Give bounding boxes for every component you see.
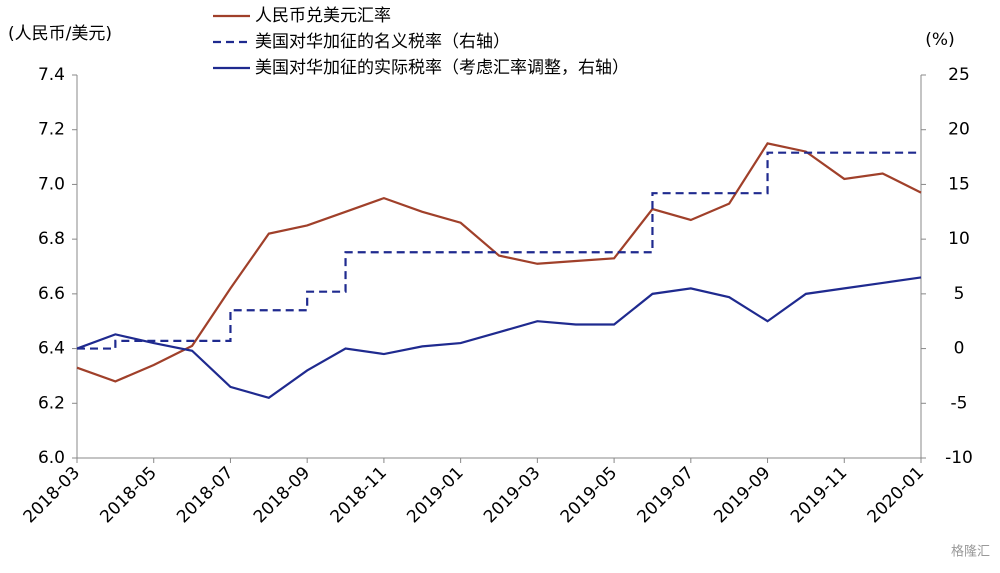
watermark: 格隆汇 [951, 544, 990, 560]
x-tick-label: 2018-05 [96, 463, 160, 527]
x-tick-label: 2020-01 [864, 463, 928, 527]
x-tick-label: 2019-01 [403, 463, 467, 527]
x-tick-label: 2019-07 [634, 463, 698, 527]
y2-tick-label: -5 [951, 393, 968, 413]
y-axis-label: (人民币/美元) [8, 24, 112, 44]
y-tick-label: 6.4 [38, 339, 65, 359]
legend-label: 美国对华加征的名义税率（右轴） [255, 32, 510, 52]
legend-label: 美国对华加征的实际税率（考虑汇率调整，右轴） [255, 58, 629, 78]
y-tick-label: 6.6 [38, 284, 65, 304]
y2-axis-label: (%) [925, 30, 954, 50]
y2-tick-label: 5 [954, 284, 965, 304]
y2-tick-label: 20 [948, 120, 970, 140]
series-line [77, 151, 921, 350]
x-tick-label: 2019-11 [787, 463, 851, 527]
x-tick-label: 2019-05 [557, 463, 621, 527]
y-tick-label: 7.2 [38, 120, 65, 140]
y-tick-label: 7.4 [38, 65, 65, 85]
y-tick-label: 7.0 [38, 174, 65, 194]
x-tick-label: 2018-11 [327, 463, 391, 527]
y-tick-label: 6.8 [38, 229, 65, 249]
x-tick-label: 2019-03 [480, 463, 544, 527]
y2-tick-label: 25 [948, 65, 970, 85]
y2-tick-label: 0 [954, 339, 965, 359]
y-tick-label: 6.2 [38, 393, 65, 413]
legend-label: 人民币兑美元汇率 [255, 6, 391, 26]
x-tick-label: 2018-09 [250, 463, 314, 527]
series-line [76, 142, 922, 383]
y-tick-label: 6.0 [38, 448, 65, 468]
x-tick-label: 2019-09 [710, 463, 774, 527]
series-line [76, 276, 922, 400]
y2-tick-label: -10 [945, 448, 973, 468]
x-tick-label: 2018-07 [173, 463, 237, 527]
y2-tick-label: 15 [948, 174, 970, 194]
y2-tick-label: 10 [948, 229, 970, 249]
x-tick-label: 2018-03 [20, 463, 84, 527]
